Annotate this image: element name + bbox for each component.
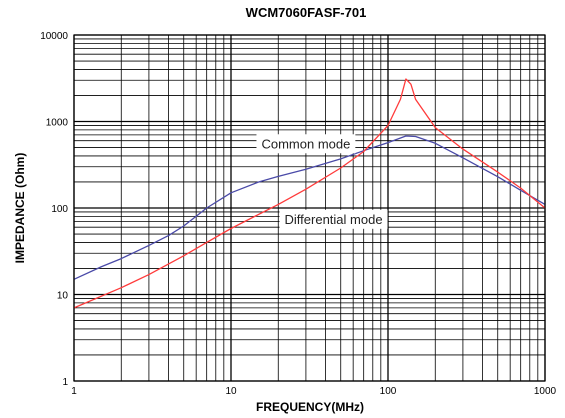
annotation-label: Common mode xyxy=(261,136,350,151)
x-tick-label: 10 xyxy=(225,386,237,397)
annotation-background xyxy=(279,209,388,229)
y-tick-label: 1000 xyxy=(46,118,69,129)
y-tick-label: 10000 xyxy=(40,31,68,42)
y-tick-label: 100 xyxy=(51,204,68,215)
x-tick-labels: 1 10 100 1000 xyxy=(71,386,556,397)
series-line-common-mode xyxy=(73,135,546,280)
series-line-differential-mode xyxy=(73,78,546,309)
x-tick-label: 1000 xyxy=(534,386,557,397)
x-tick-label: 1 xyxy=(71,386,77,397)
y-tick-labels: 1 10 100 1000 10000 xyxy=(40,31,68,388)
chart-title: WCM7060FASF-701 xyxy=(246,5,367,20)
y-axis-label: IMPEDANCE (Ohm) xyxy=(13,153,27,264)
y-tick-label: 10 xyxy=(57,291,69,302)
plot-frame xyxy=(73,34,546,382)
x-axis-label: FREQUENCY(MHz) xyxy=(256,400,364,414)
annotation-background xyxy=(256,134,356,154)
plot-lines xyxy=(73,78,546,309)
annotation-label: Differential mode xyxy=(285,212,383,227)
annotations: Common mode Differential mode xyxy=(256,134,388,229)
x-tick-label: 100 xyxy=(380,386,397,397)
y-tick-label: 1 xyxy=(62,377,68,388)
